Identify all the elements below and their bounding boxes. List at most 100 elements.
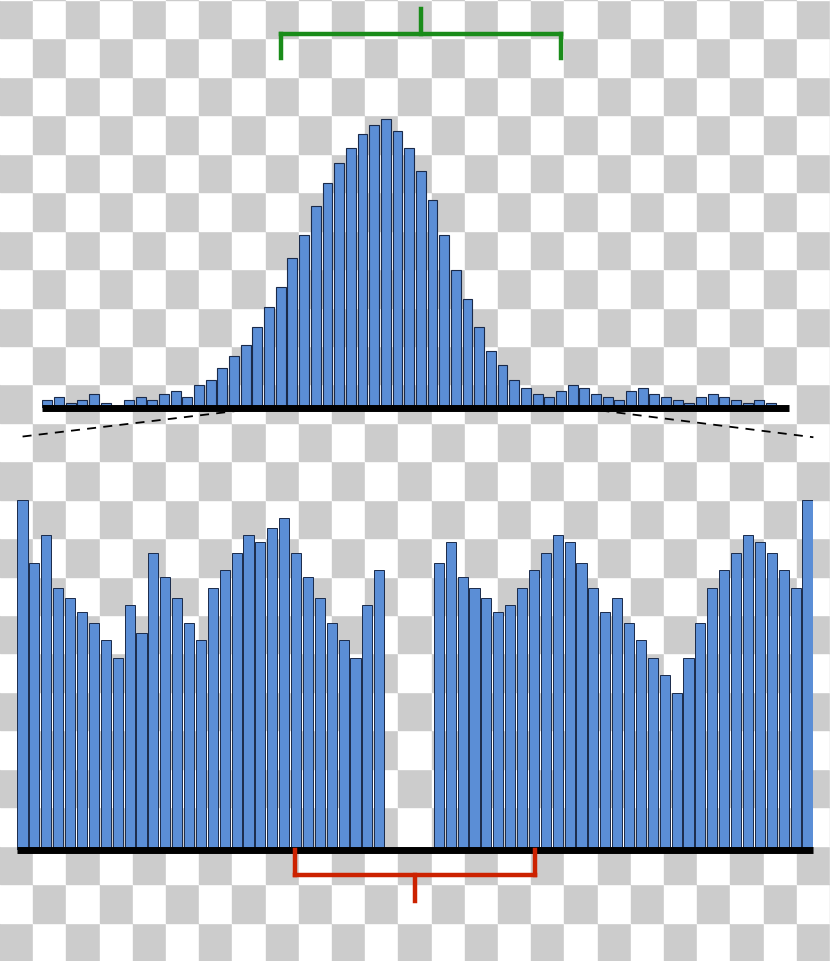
Bar: [598, 154, 631, 192]
Bar: [232, 577, 266, 615]
Bar: [100, 730, 133, 769]
Bar: [764, 423, 797, 461]
Bar: [631, 77, 664, 115]
Bar: [564, 0, 598, 38]
Bar: [730, 807, 764, 846]
Bar: [208, 588, 218, 850]
Bar: [764, 269, 797, 308]
Bar: [598, 115, 631, 154]
Bar: [166, 423, 199, 461]
Bar: [166, 308, 199, 346]
Bar: [332, 653, 365, 692]
Bar: [498, 461, 531, 500]
Bar: [398, 423, 432, 461]
Bar: [332, 346, 365, 384]
Bar: [465, 38, 498, 77]
Bar: [465, 730, 498, 769]
Bar: [232, 192, 266, 231]
Bar: [797, 192, 830, 231]
Bar: [462, 299, 472, 408]
Bar: [631, 231, 664, 269]
Bar: [66, 692, 100, 730]
Bar: [743, 535, 753, 850]
Bar: [267, 529, 277, 850]
Bar: [299, 538, 332, 577]
Bar: [697, 461, 730, 500]
Bar: [564, 730, 598, 769]
Bar: [243, 535, 253, 850]
Bar: [332, 538, 365, 577]
Bar: [266, 115, 299, 154]
Bar: [398, 769, 432, 807]
Bar: [232, 346, 266, 384]
Bar: [631, 308, 664, 346]
Bar: [199, 461, 232, 500]
Bar: [299, 500, 332, 538]
Bar: [66, 403, 76, 408]
Bar: [266, 769, 299, 807]
Bar: [730, 884, 764, 923]
Bar: [66, 577, 100, 615]
Bar: [365, 38, 398, 77]
Bar: [199, 154, 232, 192]
Bar: [232, 730, 266, 769]
Bar: [730, 384, 764, 423]
Bar: [531, 692, 564, 730]
Bar: [199, 38, 232, 77]
Bar: [113, 658, 123, 850]
Bar: [365, 653, 398, 692]
Bar: [465, 846, 498, 884]
Bar: [697, 0, 730, 38]
Bar: [664, 769, 697, 807]
Bar: [631, 154, 664, 192]
Bar: [614, 400, 624, 408]
Bar: [66, 538, 100, 577]
Bar: [465, 192, 498, 231]
Bar: [256, 542, 266, 850]
Bar: [764, 653, 797, 692]
Bar: [730, 77, 764, 115]
Bar: [465, 423, 498, 461]
Bar: [299, 461, 332, 500]
Bar: [730, 692, 764, 730]
Bar: [332, 384, 365, 423]
Bar: [299, 346, 332, 384]
Bar: [598, 269, 631, 308]
Bar: [0, 730, 33, 769]
Bar: [432, 423, 465, 461]
Bar: [531, 384, 564, 423]
Bar: [664, 77, 697, 115]
Bar: [470, 588, 480, 850]
Bar: [398, 461, 432, 500]
Bar: [199, 807, 232, 846]
Bar: [232, 154, 266, 192]
Bar: [465, 77, 498, 115]
Bar: [232, 769, 266, 807]
Bar: [664, 423, 697, 461]
Bar: [432, 269, 465, 308]
Bar: [598, 0, 631, 38]
Bar: [505, 605, 515, 850]
Bar: [266, 653, 299, 692]
Bar: [124, 400, 134, 408]
Bar: [577, 563, 587, 850]
Bar: [498, 846, 531, 884]
Bar: [465, 538, 498, 577]
Bar: [398, 846, 432, 884]
Bar: [631, 807, 664, 846]
Bar: [697, 115, 730, 154]
Bar: [664, 38, 697, 77]
Bar: [661, 397, 671, 408]
Bar: [764, 38, 797, 77]
Bar: [564, 115, 598, 154]
Bar: [299, 234, 309, 408]
Bar: [0, 923, 33, 961]
Bar: [332, 115, 365, 154]
Bar: [498, 423, 531, 461]
Bar: [664, 192, 697, 231]
Bar: [166, 692, 199, 730]
Bar: [332, 77, 365, 115]
Bar: [100, 538, 133, 577]
Bar: [556, 391, 566, 408]
Bar: [332, 461, 365, 500]
